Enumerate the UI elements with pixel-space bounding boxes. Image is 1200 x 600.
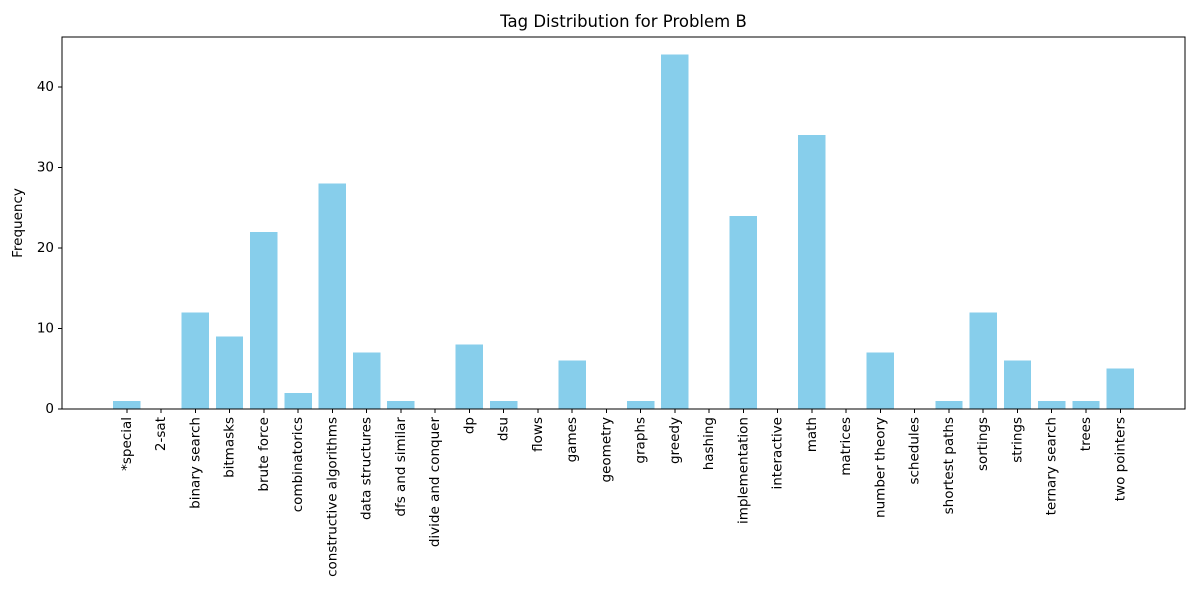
x-tick-label: constructive algorithms <box>324 417 340 577</box>
x-tick-label: math <box>804 417 820 452</box>
bar-sortings <box>969 312 997 409</box>
bar-number-theory <box>866 352 895 409</box>
bar-implementation <box>729 215 758 409</box>
bar-greedy <box>661 54 689 410</box>
x-tick-label: flows <box>530 417 546 452</box>
y-tick-label: 0 <box>45 401 54 417</box>
y-tick-label: 30 <box>37 159 54 175</box>
y-tick-label: 40 <box>37 79 54 95</box>
x-tick-label: dsu <box>496 417 512 441</box>
bar-brute-force <box>250 231 278 409</box>
x-tick-label: geometry <box>598 417 614 482</box>
x-tick-label: strings <box>1009 417 1025 463</box>
x-tick-label: combinatorics <box>290 417 306 512</box>
x-tick-label: trees <box>1078 417 1094 451</box>
x-tick-label: graphs <box>633 417 649 464</box>
bar-data-structures <box>352 352 381 409</box>
x-tick-label: data structures <box>359 417 375 520</box>
x-tick-label: 2-sat <box>153 417 169 451</box>
bar-strings <box>1003 360 1032 409</box>
bar-dfs-and-similar <box>387 400 415 409</box>
y-axis-label: Frequency <box>10 188 26 258</box>
x-tick-label: *special <box>119 417 135 471</box>
bar-two-pointers <box>1106 368 1134 409</box>
bar-games <box>558 360 586 409</box>
x-tick-label: matrices <box>838 417 854 476</box>
bar-graphs <box>626 400 655 409</box>
bar-binary-search <box>181 312 209 409</box>
x-tick-label: binary search <box>187 417 203 509</box>
x-tick-label: implementation <box>735 417 751 524</box>
x-tick-label: sortings <box>975 417 991 471</box>
axes-group: *special 2-sat binary search bitmasks brute … <box>37 79 1128 577</box>
y-tick-label: 20 <box>37 240 54 256</box>
bar-dp <box>455 344 484 409</box>
x-tick-label: greedy <box>667 417 683 464</box>
bar-ternary-search <box>1038 400 1066 409</box>
x-tick-label: schedules <box>907 417 923 485</box>
x-tick-label: shortest paths <box>941 417 957 514</box>
y-tick-label: 10 <box>37 320 54 336</box>
plot-border <box>61 36 1186 410</box>
x-tick-label: number theory <box>872 417 888 518</box>
x-tick-label: games <box>564 417 580 462</box>
bar-dsu <box>489 400 518 409</box>
x-tick-label: dfs and similar <box>393 417 409 517</box>
bar-bitmasks <box>215 336 244 409</box>
bars-group <box>113 54 1134 410</box>
x-tick-label: hashing <box>701 417 717 470</box>
x-tick-label: ternary search <box>1044 417 1060 515</box>
x-tick-label: interactive <box>770 417 786 490</box>
bar-constructive-algorithms <box>318 183 347 409</box>
x-tick-label: dp <box>461 417 477 434</box>
x-tick-label: brute force <box>256 417 272 492</box>
bar-trees <box>1072 400 1100 409</box>
chart-title: Tag Distribution for Problem B <box>499 12 747 31</box>
bar-math <box>798 135 826 410</box>
bar-combinatorics <box>284 392 312 409</box>
x-tick-label: divide and conquer <box>427 417 443 548</box>
x-tick-label: bitmasks <box>222 417 238 478</box>
bar-shortest-paths <box>935 400 963 409</box>
bar--special <box>113 400 141 409</box>
x-tick-label: two pointers <box>1112 417 1128 501</box>
